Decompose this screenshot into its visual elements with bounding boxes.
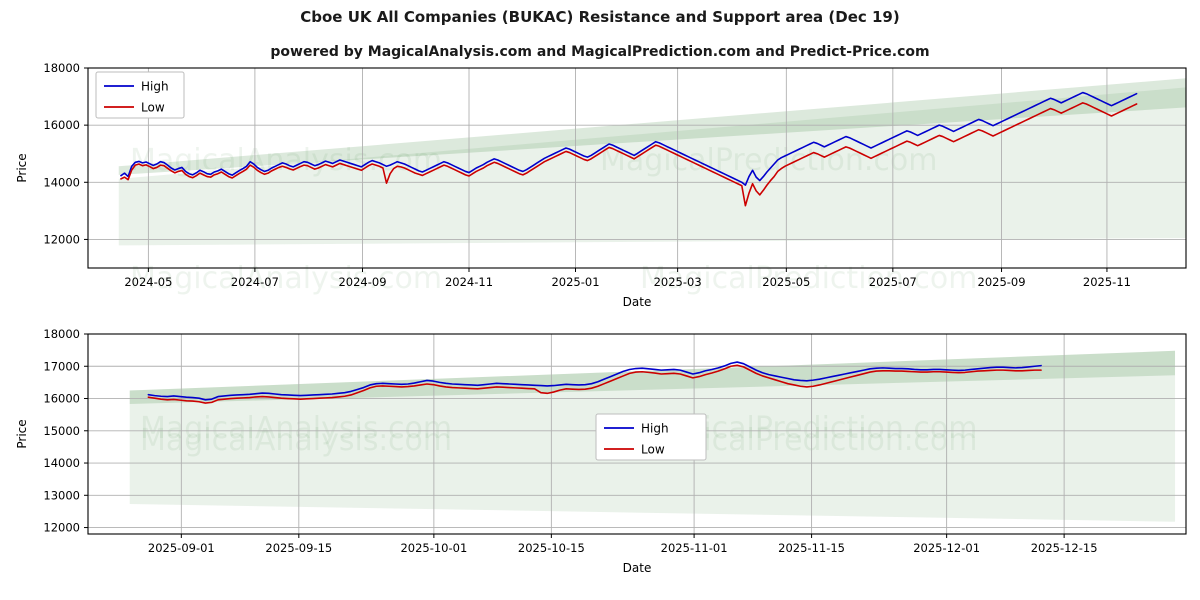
series-line-low [120,102,1138,207]
legend-top[interactable]: High Low [95,71,185,119]
y-tick-label: 18000 [43,61,80,75]
y-axis-title: Price [15,153,29,182]
page-title: Cboe UK All Companies (BUKAC) Resistance… [300,8,900,26]
watermark-text: MagicalPrediction.com [600,143,938,178]
watermark-text: MagicalPrediction.com [640,261,978,296]
x-tick-label: 2025-10-15 [518,541,585,555]
x-tick-label: 2025-12-01 [913,541,980,555]
x-tick-label: 2025-07 [869,275,917,289]
watermark-group: MagicalAnalysis.com MagicalPrediction.com… [130,143,978,296]
y-tick-label: 13000 [43,488,80,502]
series-line-high [120,91,1138,186]
y-tick-label: 12000 [43,521,80,535]
x-tick-label: 2024-09 [338,275,386,289]
x-tick-label: 2025-10-01 [400,541,467,555]
x-axis-title: Date [623,561,652,575]
y-tick-label: 17000 [43,359,80,373]
x-axis-title: Date [623,295,652,309]
gridlines [88,333,1186,534]
axes: 12000 14000 16000 18000 2024-05 2024-07 2024-0… [15,61,1187,309]
x-tick-label: 2025-11-01 [661,541,728,555]
x-tick-label: 2025-09-15 [265,541,332,555]
band-resistance-area-inner [118,78,1186,175]
x-tick-label: 2024-07 [231,275,279,289]
x-tick-label: 2025-05 [762,275,810,289]
series-group [120,91,1138,207]
legend-item-high-label: High [641,422,669,436]
x-tick-label: 2025-03 [654,275,702,289]
chart-bottom-zoom: MagicalAnalysis.com MagicalPrediction.com… [0,320,1200,600]
x-tick-label: 2024-05 [124,275,172,289]
watermark-text: MagicalAnalysis.com [140,423,452,458]
y-axis-title: Price [15,419,29,448]
y-tick-label: 14000 [43,175,80,189]
plot-area-bottom: MagicalAnalysis.com MagicalPrediction.com… [15,327,1187,575]
x-tick-label: 2025-09 [978,275,1026,289]
x-tick-label: 2025-09-01 [148,541,215,555]
watermark-text: MagicalAnalysis.com [130,143,442,178]
series-group [147,361,1042,404]
legend-item-low-label: Low [141,101,165,115]
y-tick-label: 16000 [43,118,80,132]
watermark-text: MagicalAnalysis.com [140,411,452,446]
y-tick-label: 14000 [43,456,80,470]
band-resistance-area-inner [129,350,1176,404]
chart-top-overview: MagicalAnalysis.com MagicalPrediction.com… [0,60,1200,320]
y-tick-label: 12000 [43,232,80,246]
plot-area-top: MagicalAnalysis.com MagicalPrediction.com… [15,61,1187,309]
legend-bottom[interactable]: High Low [595,413,707,461]
series-line-high [147,361,1042,401]
y-tick-label: 15000 [43,424,80,438]
band-support-area-outer [118,87,1186,246]
x-tick-label: 2025-11 [1083,275,1131,289]
axes: 12000 13000 14000 15000 16000 17000 18000 2025-… [15,327,1187,575]
x-tick-label: 2025-12-15 [1031,541,1098,555]
support-resistance-bands [118,78,1186,246]
x-tick-label: 2025-01 [551,275,599,289]
x-tick-label: 2024-11 [445,275,493,289]
legend-item-high-label: High [141,80,169,94]
page-subtitle: powered by MagicalAnalysis.com and Magic… [270,44,930,60]
y-tick-label: 18000 [43,327,80,341]
x-tick-label: 2025-11-15 [778,541,845,555]
series-line-low [147,364,1042,404]
y-tick-label: 16000 [43,392,80,406]
watermark-text: MagicalAnalysis.com [130,261,442,296]
legend-item-low-label: Low [641,443,665,457]
